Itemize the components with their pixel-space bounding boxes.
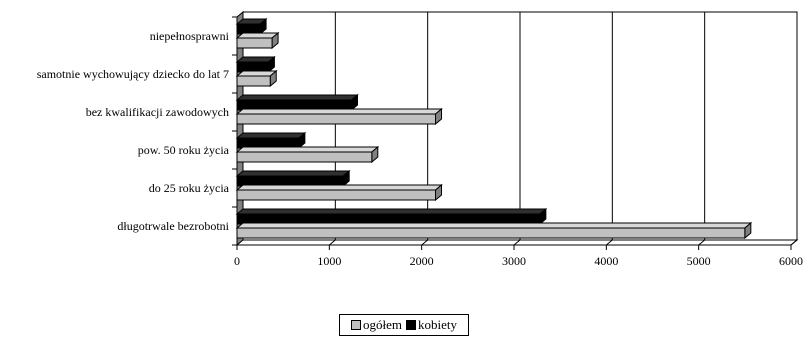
x-tick-label: 1000 (317, 254, 341, 268)
bar-ogolem-top (235, 184, 443, 191)
legend: ogółem kobiety (339, 314, 469, 336)
legend-swatch-ogolem (351, 320, 361, 330)
bar-ogolem-top (235, 32, 280, 39)
x-tick-label: 4000 (594, 254, 618, 268)
gridline-floor (329, 239, 336, 246)
x-tick-label: 6000 (779, 254, 803, 268)
gridline-floor (421, 239, 428, 246)
bar-ogolem-top (235, 146, 380, 153)
legend-item-ogolem: ogółem (351, 317, 402, 333)
x-tick-label: 5000 (687, 254, 711, 268)
bar-ogolem-top (235, 222, 753, 229)
bar-ogolem-top (235, 108, 443, 115)
bar-ogolem (236, 75, 271, 87)
bar-kobiety-top (235, 170, 351, 177)
category-label: bez kwalifikacji zawodowych (86, 105, 229, 119)
x-tick-label: 3000 (502, 254, 526, 268)
category-label: niepełnosprawni (150, 29, 230, 43)
plot-area: 0 1000 2000 3000 4000 5000 6000 niepełnosprawni… (37, 10, 803, 268)
legend-label-kobiety: kobiety (418, 317, 457, 332)
gridline-floor (513, 239, 521, 246)
bar-ogolem (236, 151, 373, 163)
category-label: długotrwale bezrobotni (117, 219, 229, 233)
gridline-floor (698, 239, 705, 246)
legend-swatch-kobiety (406, 320, 416, 330)
bar-kobiety-top (235, 208, 548, 215)
bar-ogolem (236, 113, 437, 125)
category-label: samotnie wychowujący dziecko do lat 7 (37, 67, 229, 81)
category-label: do 25 roku życia (149, 181, 230, 195)
bar-kobiety-top (235, 94, 359, 101)
legend-item-kobiety: kobiety (406, 317, 457, 333)
bar-kobiety-top (235, 132, 307, 139)
x-tick-label: 0 (234, 254, 240, 268)
bar-ogolem (236, 227, 746, 239)
bar-ogolem-top (235, 70, 278, 77)
gridline-floor (606, 239, 613, 246)
bar-ogolem (236, 37, 273, 49)
legend-label-ogolem: ogółem (363, 317, 402, 332)
bar-ogolem (236, 189, 437, 201)
gridline-floor (790, 239, 798, 246)
x-tick-label: 2000 (410, 254, 434, 268)
category-label: pow. 50 roku życia (138, 143, 230, 157)
